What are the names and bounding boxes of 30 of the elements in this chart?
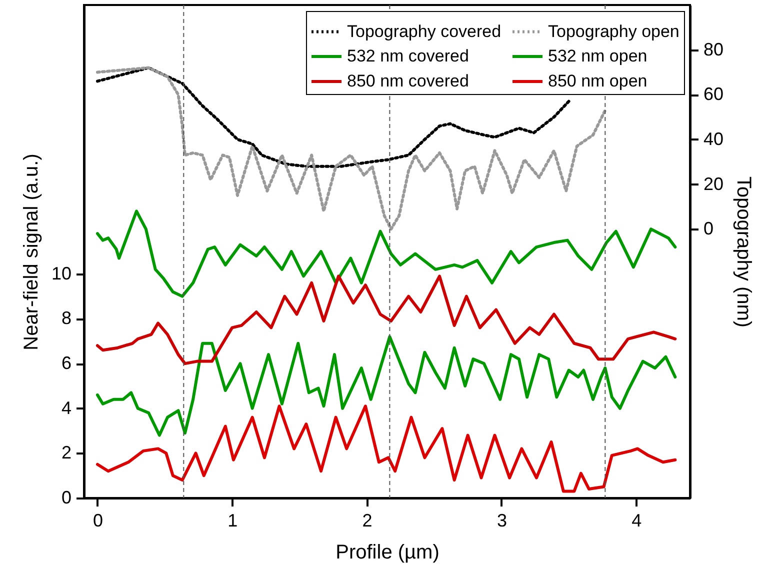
line-series [96, 404, 677, 493]
y-tick-label: 8 [61, 308, 72, 328]
y2-tick-label: 0 [704, 218, 714, 239]
y-tick-label: 10 [51, 263, 72, 284]
legend-label: 532 nm open [548, 46, 648, 66]
legend-label: Topography open [548, 22, 680, 41]
y2-tick-label: 60 [704, 84, 724, 104]
legend-label: Topography covered [347, 22, 502, 41]
x-axis-title: Profile (µm) [336, 542, 440, 564]
x-tick-label: 1 [228, 510, 238, 530]
y-tick-label: 6 [61, 353, 72, 374]
y2-axis-title: Topography (nm) [732, 176, 755, 328]
x-tick-label: 3 [496, 510, 507, 530]
y-tick-label: 2 [61, 442, 72, 463]
y-tick-label: 4 [61, 398, 72, 418]
legend-label: 532 nm covered [347, 46, 469, 66]
line-series [96, 210, 677, 298]
x-tick-label: 0 [92, 510, 103, 530]
y2-tick-label: 80 [704, 39, 724, 60]
legend-label: 850 nm open [548, 72, 648, 90]
line-series [96, 274, 677, 366]
line-series [96, 66, 607, 231]
line-series [96, 335, 677, 437]
x-tick-label: 4 [632, 510, 642, 530]
y-axis-title: Near-field signal (a.u.) [20, 154, 42, 350]
y2-tick-label: 20 [704, 174, 724, 194]
legend-label: 850 nm covered [347, 72, 469, 90]
y-tick-label: 0 [61, 488, 72, 508]
x-tick-label: 2 [362, 510, 372, 530]
y2-tick-label: 40 [704, 128, 724, 149]
